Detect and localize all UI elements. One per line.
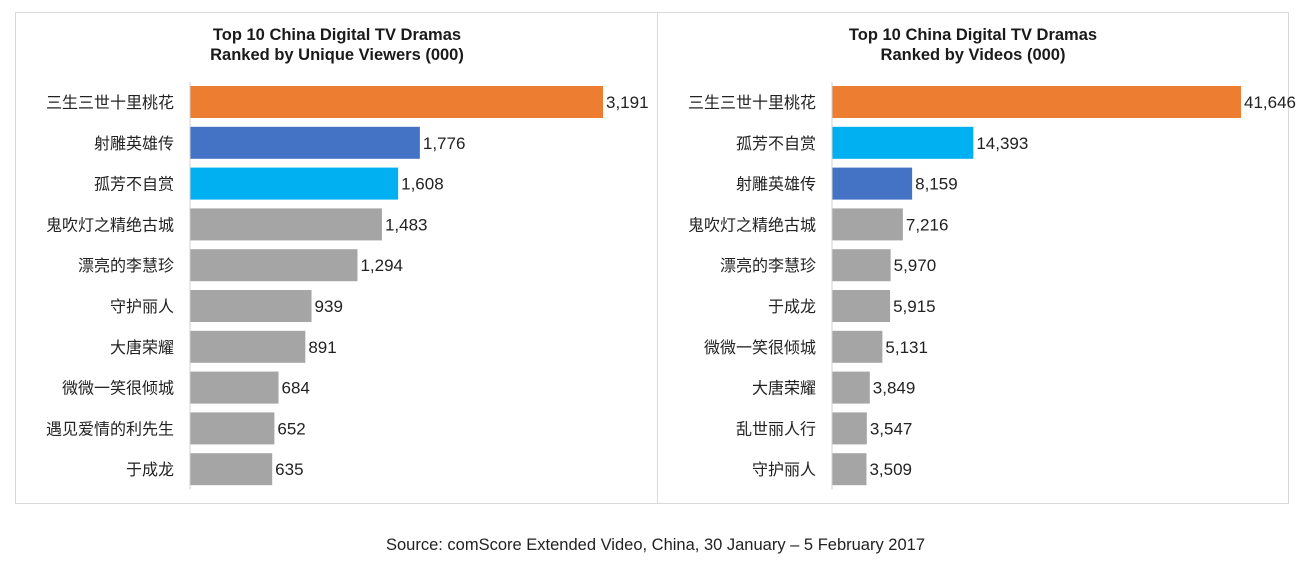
left-bar	[190, 167, 399, 200]
right-bar	[832, 412, 867, 445]
right-chart-title-line-2: Ranked by Videos (000)	[881, 46, 1066, 64]
left-category-label: 三生三世十里桃花	[46, 93, 174, 112]
right-category-label: 乱世丽人行	[736, 419, 816, 438]
right-category-label: 守护丽人	[752, 460, 816, 479]
chart-videos: Top 10 China Digital TV Dramas Ranked by …	[688, 26, 1296, 490]
left-value-label: 1,294	[360, 256, 403, 275]
left-category-label: 大唐荣耀	[110, 338, 174, 357]
left-category-label: 微微一笑很倾城	[62, 379, 174, 398]
left-value-label: 635	[275, 460, 303, 479]
right-category-label: 三生三世十里桃花	[688, 93, 816, 112]
left-bar	[190, 412, 275, 445]
chart-unique-viewers: Top 10 China Digital TV Dramas Ranked by …	[46, 26, 649, 490]
left-bar	[190, 126, 420, 159]
right-bar	[832, 290, 891, 322]
right-value-label: 5,915	[893, 297, 936, 316]
right-value-label: 41,646	[1244, 93, 1296, 112]
right-value-label: 14,393	[976, 134, 1028, 153]
left-bar	[190, 86, 603, 118]
right-category-label: 微微一笑很倾城	[704, 338, 816, 357]
right-bar	[832, 371, 870, 404]
left-value-label: 1,776	[423, 134, 466, 153]
right-category-label: 漂亮的李慧珍	[720, 256, 816, 275]
right-value-label: 3,849	[873, 379, 916, 398]
left-chart-title-line-2: Ranked by Unique Viewers (000)	[210, 46, 464, 64]
right-value-label: 5,131	[885, 338, 928, 357]
right-value-label: 7,216	[906, 215, 949, 234]
left-category-label: 遇见爱情的利先生	[46, 419, 174, 438]
right-bar	[832, 126, 974, 159]
right-category-label: 于成龙	[768, 297, 816, 316]
left-category-label: 漂亮的李慧珍	[78, 256, 174, 275]
right-value-label: 5,970	[894, 256, 937, 275]
right-bar	[832, 86, 1241, 118]
right-value-label: 8,159	[915, 175, 958, 194]
charts-figure: Top 10 China Digital TV Dramas Ranked by …	[15, 12, 1296, 504]
left-bar	[190, 330, 306, 363]
right-bar	[832, 167, 913, 200]
left-value-label: 652	[277, 419, 305, 438]
left-category-label: 于成龙	[126, 460, 174, 479]
right-value-label: 3,547	[870, 419, 913, 438]
right-bar	[832, 330, 883, 363]
right-bar	[832, 453, 867, 486]
right-bar	[832, 249, 891, 282]
left-category-label: 射雕英雄传	[94, 134, 174, 153]
left-value-label: 1,483	[385, 215, 428, 234]
right-bar	[832, 208, 903, 241]
left-bar	[190, 249, 358, 282]
right-category-label: 鬼吹灯之精绝古城	[688, 215, 816, 234]
left-bar	[190, 290, 312, 322]
left-category-label: 孤芳不自赏	[94, 175, 174, 194]
right-category-label: 大唐荣耀	[752, 379, 816, 398]
left-value-label: 3,191	[606, 93, 649, 112]
left-category-label: 鬼吹灯之精绝古城	[46, 215, 174, 234]
left-value-label: 939	[315, 297, 343, 316]
right-chart-title-line-1: Top 10 China Digital TV Dramas	[849, 26, 1097, 44]
right-category-label: 射雕英雄传	[736, 175, 816, 194]
left-value-label: 684	[282, 379, 310, 398]
left-value-label: 891	[308, 338, 336, 357]
right-value-label: 3,509	[869, 460, 912, 479]
left-bar	[190, 208, 382, 241]
source-note: Source: comScore Extended Video, China, …	[385, 536, 926, 554]
left-bar	[190, 453, 273, 486]
left-value-label: 1,608	[401, 175, 444, 194]
left-bar	[190, 371, 279, 404]
left-category-label: 守护丽人	[110, 297, 174, 316]
left-chart-title-line-1: Top 10 China Digital TV Dramas	[213, 26, 461, 44]
right-category-label: 孤芳不自赏	[736, 134, 816, 153]
